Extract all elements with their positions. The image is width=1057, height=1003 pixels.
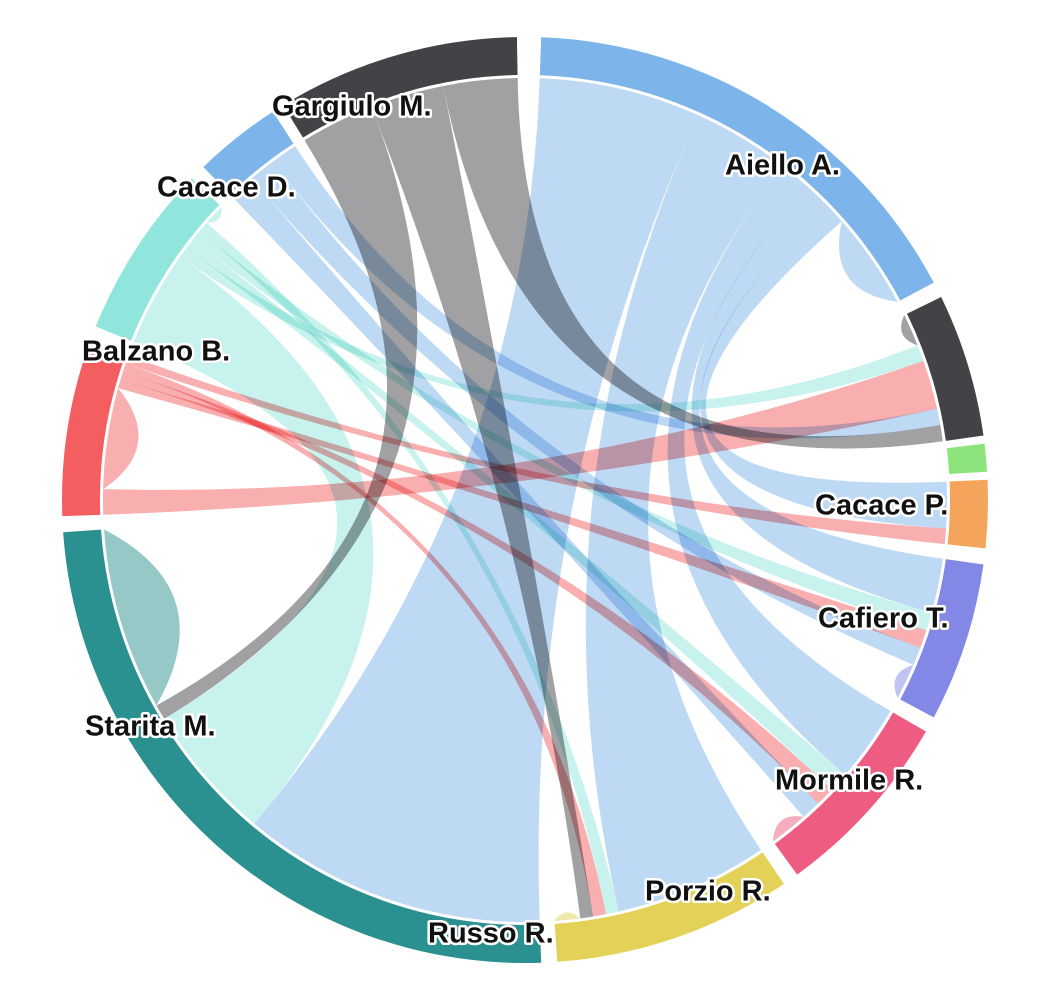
node-label-6: Russo R. — [428, 918, 554, 950]
ribbon-24[interactable] — [443, 78, 943, 449]
ribbon-25[interactable] — [104, 529, 180, 706]
node-arc-1[interactable] — [906, 297, 984, 441]
node-label-8: Balzano B. — [82, 336, 230, 368]
node-arc-6[interactable] — [554, 852, 784, 962]
node-arc-4[interactable] — [900, 559, 984, 718]
node-arc-3[interactable] — [947, 479, 988, 549]
ribbon-4[interactable] — [700, 203, 948, 529]
node-label-9: Cacace D. — [157, 172, 296, 204]
ribbon-7[interactable] — [133, 256, 374, 824]
node-label-4: Mormile R. — [775, 765, 923, 797]
ribbon-3[interactable] — [691, 186, 943, 613]
node-label-5: Porzio R. — [645, 876, 771, 908]
ribbon-9[interactable] — [186, 239, 846, 790]
ribbon-14[interactable] — [103, 388, 139, 490]
ribbon-23[interactable] — [371, 85, 594, 919]
node-label-1: Cacace P. — [815, 490, 948, 522]
ribbon-5[interactable] — [838, 221, 898, 302]
node-arc-7[interactable] — [63, 529, 542, 964]
node-labels-layer: Aiello A. Cacace P. Cafiero T. Mormile R. Po… — [80, 88, 952, 952]
ribbon-6[interactable] — [901, 315, 918, 346]
node-label-2: Cafiero T. — [818, 603, 949, 635]
node-arcs-layer — [61, 37, 988, 964]
node-arc-9[interactable] — [95, 178, 220, 341]
ribbon-12[interactable] — [206, 206, 222, 223]
ribbon-27[interactable] — [773, 816, 804, 842]
node-arc-10[interactable] — [203, 111, 294, 195]
node-arc-8[interactable] — [61, 341, 126, 517]
ribbons-layer — [103, 78, 948, 922]
node-arc-5[interactable] — [774, 712, 926, 875]
node-label-0: Aiello A. — [725, 150, 840, 182]
ribbon-22[interactable] — [156, 106, 418, 719]
ribbon-0[interactable] — [254, 78, 699, 922]
ribbon-15[interactable] — [118, 379, 927, 648]
node-label-10: Gargiulo M. — [272, 91, 432, 123]
node-arc-11[interactable] — [283, 37, 518, 138]
ribbon-18[interactable] — [125, 355, 947, 545]
ribbon-26[interactable] — [554, 912, 581, 921]
node-arc-2[interactable] — [946, 443, 988, 475]
ribbon-2[interactable] — [667, 165, 891, 775]
ribbon-28[interactable] — [894, 664, 914, 699]
node-arc-0[interactable] — [539, 37, 934, 301]
node-label-7: Starita M. — [85, 711, 216, 743]
ribbon-19[interactable] — [231, 178, 819, 817]
ribbon-1[interactable] — [585, 115, 783, 912]
